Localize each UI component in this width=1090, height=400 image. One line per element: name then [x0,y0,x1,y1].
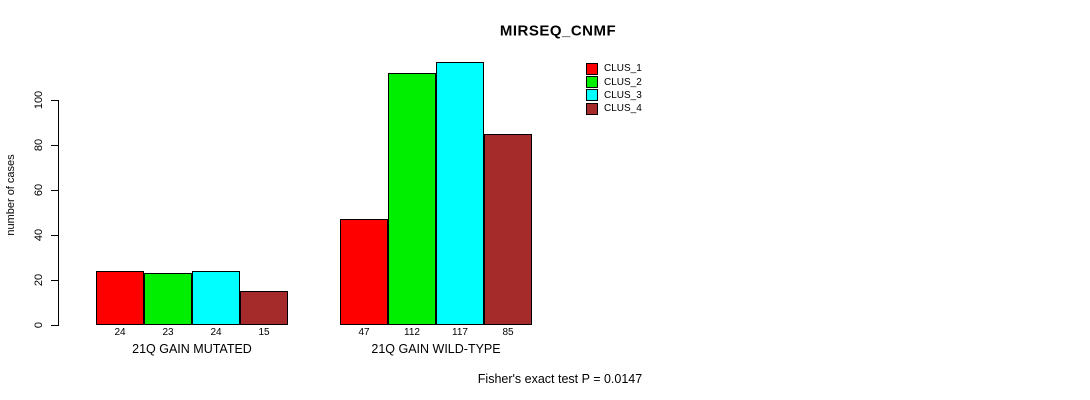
y-tick-mark [51,280,58,281]
bar-clus_4-group1 [240,291,288,325]
chart-title: MIRSEQ_CNMF [499,22,617,40]
bar-value-label: 112 [404,327,420,338]
legend-row-clus_3: CLUS_3 [586,89,642,102]
y-tick-mark [51,235,58,236]
bar-value-label: 15 [258,327,270,338]
y-axis-line [58,100,59,326]
y-tick-label: 60 [33,183,45,197]
y-tick-label: 80 [33,138,45,152]
bar-clus_1-group1 [96,271,144,325]
legend-label: CLUS_4 [604,103,642,115]
bar-value-label: 47 [358,327,370,338]
bar-clus_3-group2 [436,62,484,325]
bar-value-label: 85 [502,327,514,338]
fisher-test-annotation: Fisher's exact test P = 0.0147 [477,372,643,386]
bar-clus_3-group1 [192,271,240,325]
bar-value-label: 24 [210,327,222,338]
bar-clus_4-group2 [484,134,532,325]
y-tick-label: 20 [33,273,45,287]
y-tick-mark [51,325,58,326]
group-label-2: 21Q GAIN WILD-TYPE [371,342,501,356]
legend: CLUS_1 CLUS_2 CLUS_3 CLUS_4 [586,62,642,116]
legend-swatch-clus_2 [586,76,598,89]
bar-value-label: 24 [114,327,126,338]
bar-clus_1-group2 [340,219,388,325]
y-tick-label: 0 [33,321,45,329]
bar-clus_2-group1 [144,273,192,325]
bar-value-label: 23 [162,327,174,338]
legend-swatch-clus_1 [586,62,598,75]
legend-row-clus_2: CLUS_2 [586,75,642,89]
y-tick-mark [51,190,58,191]
group-label-1: 21Q GAIN MUTATED [132,342,252,356]
legend-row-clus_4: CLUS_4 [586,102,642,115]
legend-label: CLUS_3 [604,89,642,101]
legend-row-clus_1: CLUS_1 [586,62,642,75]
y-tick-label: 40 [33,228,45,242]
y-tick-label: 100 [33,90,45,110]
legend-label: CLUS_2 [604,76,642,88]
bar-clus_2-group2 [388,73,436,325]
y-tick-mark [51,145,58,146]
bar-value-label: 117 [452,327,468,338]
legend-swatch-clus_3 [586,89,598,102]
legend-label: CLUS_1 [604,63,642,75]
y-tick-mark [51,100,58,101]
y-axis-label: number of cases [5,154,17,236]
legend-swatch-clus_4 [586,102,598,115]
